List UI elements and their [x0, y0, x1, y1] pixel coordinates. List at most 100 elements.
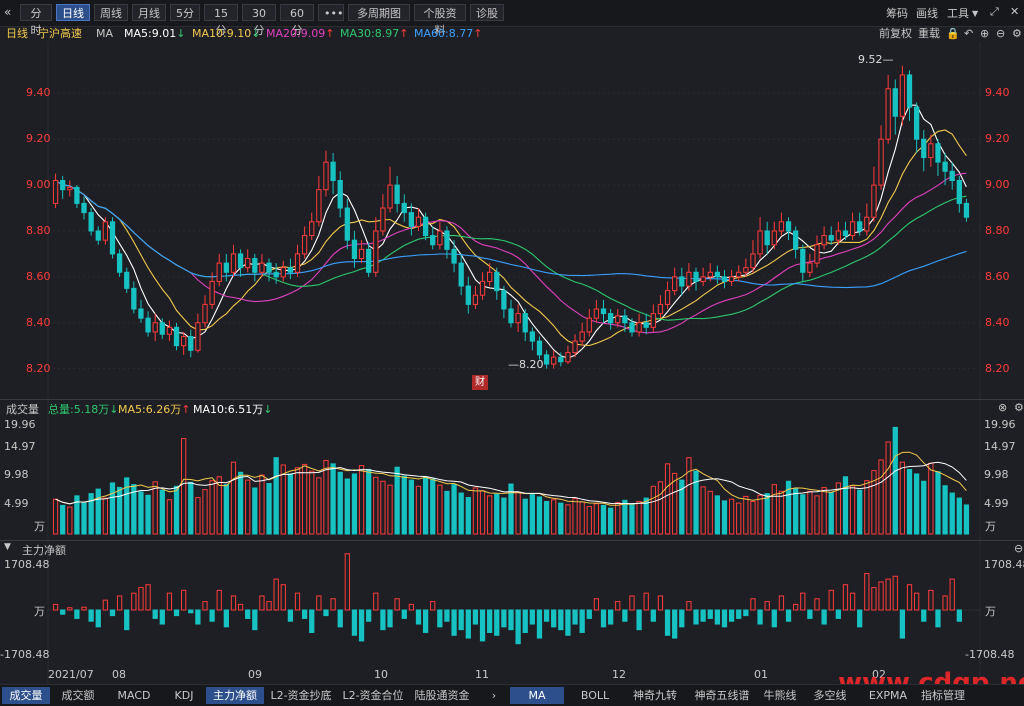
toolbar-button-5[interactable]: 15分	[204, 4, 238, 37]
finance-report-marker[interactable]: 财	[472, 375, 488, 390]
toolbar-button-10[interactable]: 个股资料	[414, 4, 466, 37]
toolbar-button-9[interactable]: 多周期图	[348, 4, 410, 21]
volume-bar	[878, 459, 884, 535]
indicator-tab-left-4[interactable]: 主力净额	[206, 687, 264, 704]
flow-bar	[273, 578, 279, 611]
indicator-tab-left-1[interactable]: 成交额	[61, 689, 95, 702]
undo-icon[interactable]: ↶	[964, 27, 974, 40]
indicator-tab-left-3[interactable]: KDJ	[174, 689, 194, 702]
indicator-tab-right-6[interactable]: EXPMA	[868, 689, 908, 702]
volume-bar	[757, 494, 763, 535]
candle-body	[166, 326, 173, 335]
candle-body	[458, 262, 464, 287]
indicator-tab-left-6[interactable]: L2-资金合位	[342, 689, 404, 702]
candle-body	[366, 248, 372, 273]
toolbar-button-4[interactable]: 5分	[170, 4, 200, 21]
candle-body	[415, 216, 422, 227]
chevron-right-icon[interactable]: ›	[491, 689, 497, 702]
price-tick-left: 8.60	[26, 269, 51, 283]
toolbar-button-8[interactable]: •••	[318, 4, 344, 21]
period-label: 日线	[6, 27, 28, 40]
caret-down-icon[interactable]: ▼	[972, 9, 979, 18]
toolbar-button-11[interactable]: 诊股	[470, 4, 504, 21]
volume-bar	[565, 504, 571, 535]
flow-bar	[102, 599, 109, 611]
flow-bar	[316, 595, 322, 611]
panel-settings-icon[interactable]: ⚙	[1014, 401, 1024, 414]
volume-bar	[166, 499, 173, 535]
indicator-tab-right-3[interactable]: 神奇五线谱	[694, 689, 750, 702]
volume-bar	[138, 491, 144, 535]
indicator-tab-right-5[interactable]: 多空线	[813, 689, 847, 702]
flow-legend: ▼ 主力净额 ⊖	[0, 540, 1024, 557]
close-icon[interactable]: ✕	[1010, 5, 1020, 18]
flow-bar	[807, 609, 813, 619]
kline-chart[interactable]	[0, 42, 1024, 684]
toolbar-button-3[interactable]: 月线	[132, 4, 166, 21]
close-panel-icon[interactable]: ⊗	[998, 401, 1008, 414]
volume-bar	[928, 462, 934, 535]
volume-bar	[487, 495, 493, 535]
toolbar-button-0[interactable]: 分时	[20, 4, 52, 37]
expand-icon[interactable]: ⤢	[990, 5, 999, 18]
zoom-out-icon[interactable]: ⊖	[996, 27, 1006, 40]
price-tick-left: 9.00	[26, 178, 51, 192]
flow-bar	[280, 584, 286, 611]
double-chevron-left-icon[interactable]: «	[4, 5, 12, 19]
volume-bar	[451, 484, 457, 535]
candle-body	[963, 202, 970, 218]
candle-body	[102, 221, 109, 241]
volume-bar	[287, 473, 294, 535]
indicator-tab-left-7[interactable]: 陆股通资金	[414, 689, 470, 702]
flow-bar	[899, 609, 906, 639]
toolbar-button-6[interactable]: 30分	[242, 4, 276, 37]
price-tick-right: 9.40	[985, 86, 1010, 100]
candle-body	[52, 179, 59, 204]
indicator-tab-right-7[interactable]: 指标管理	[921, 689, 965, 702]
lock-icon[interactable]: 🔒	[946, 27, 960, 40]
volume-bar	[942, 485, 948, 535]
toolbar-button-2[interactable]: 周线	[94, 4, 128, 21]
reload-button[interactable]: 重载	[918, 27, 940, 40]
flow-bar	[693, 609, 699, 625]
indicator-tab-right-4[interactable]: 牛熊线	[763, 689, 797, 702]
indicator-tab-right-0[interactable]: MA	[510, 687, 564, 704]
flow-bar	[74, 609, 80, 619]
flow-bar	[430, 601, 436, 611]
panel-toggle-icon[interactable]: ⊖	[1014, 542, 1024, 555]
volume-bar	[728, 498, 735, 535]
price-tick-left: 9.40	[26, 86, 51, 100]
tools-button[interactable]: 工具	[947, 7, 969, 20]
draw-line-button[interactable]: 画线	[916, 7, 938, 20]
indicator-tab-right-1[interactable]: BOLL	[580, 689, 610, 702]
adjust-forward-button[interactable]: 前复权	[879, 27, 912, 40]
indicator-tab-left-5[interactable]: L2-资金抄底	[270, 689, 332, 702]
toolbar-button-1[interactable]: 日线	[56, 4, 90, 21]
candle-body	[878, 138, 884, 186]
flow-bar	[373, 592, 379, 611]
candle-body	[444, 230, 450, 250]
candle-body	[358, 248, 365, 260]
volume-bar	[842, 476, 849, 535]
collapse-triangle-icon[interactable]: ▼	[4, 542, 11, 552]
date-label: 11	[475, 668, 489, 681]
flow-bar	[543, 609, 550, 622]
settings-gear-icon[interactable]: ⚙	[1012, 27, 1022, 40]
zoom-in-icon[interactable]: ⊕	[980, 27, 990, 40]
stock-name: 宁沪高速	[38, 27, 82, 40]
flow-bar	[785, 609, 792, 622]
indicator-tabs-bar: 成交量 成交额 MACD KDJ 主力净额 L2-资金抄底 L2-资金合位 陆股通资金 › M…	[0, 684, 1024, 706]
flow-bar	[664, 609, 671, 636]
volume-bar	[202, 489, 208, 535]
flow-bar	[95, 609, 101, 628]
candle-body	[430, 235, 436, 246]
candle-body	[800, 248, 806, 273]
candle-body	[764, 230, 770, 246]
toolbar-button-7[interactable]: 60分	[280, 4, 314, 37]
indicator-tab-left-0[interactable]: 成交量	[2, 687, 50, 704]
indicator-tab-right-2[interactable]: 神奇九转	[633, 689, 677, 702]
flow-bar	[358, 609, 365, 642]
chips-button[interactable]: 筹码	[886, 7, 908, 20]
volume-bar	[935, 471, 941, 535]
indicator-tab-left-2[interactable]: MACD	[117, 689, 151, 702]
